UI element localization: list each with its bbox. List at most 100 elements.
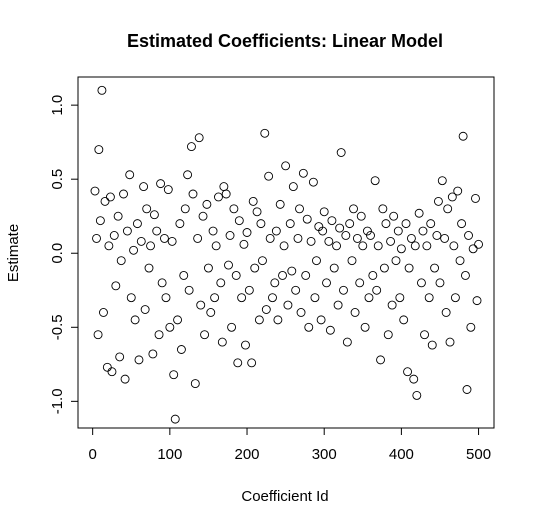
point (152, 226, 162, 236)
point (302, 214, 312, 224)
point (273, 315, 283, 325)
point (336, 148, 346, 157)
point (190, 379, 200, 389)
point (350, 308, 360, 317)
point (453, 186, 463, 196)
point (325, 325, 335, 335)
point (373, 241, 383, 251)
point (146, 241, 155, 251)
point (378, 204, 388, 214)
point (306, 236, 316, 246)
point (161, 293, 171, 303)
point (366, 231, 375, 240)
point (335, 223, 345, 233)
point (381, 219, 391, 229)
point (347, 256, 357, 266)
point (462, 385, 472, 394)
point (225, 231, 235, 240)
point (221, 189, 231, 199)
point (105, 192, 115, 202)
point (115, 352, 125, 362)
point (404, 263, 414, 273)
point (422, 241, 432, 251)
x-tick-label: 400 (389, 446, 414, 463)
point (134, 355, 144, 365)
point (376, 355, 385, 365)
point (412, 390, 422, 400)
point (163, 185, 173, 195)
point (319, 207, 329, 217)
point (261, 305, 271, 314)
point (260, 128, 270, 138)
point (389, 211, 399, 221)
point (271, 226, 281, 236)
point (379, 263, 389, 273)
point (291, 285, 301, 295)
point (468, 244, 478, 254)
point (393, 226, 403, 236)
point (432, 231, 442, 240)
point (193, 233, 203, 243)
point (281, 161, 291, 171)
point (464, 231, 473, 240)
point (234, 216, 244, 226)
y-axis-label: Estimate (5, 224, 22, 282)
point (216, 278, 226, 288)
point (219, 182, 229, 192)
y-tick-label: 1.0 (49, 95, 66, 116)
point (194, 133, 204, 143)
point (250, 263, 260, 273)
point (136, 236, 146, 246)
y-tick-label: -1.0 (49, 388, 66, 414)
point (360, 322, 370, 332)
point (237, 293, 247, 303)
point (327, 216, 337, 226)
point (111, 281, 121, 291)
point (285, 219, 295, 229)
point (167, 236, 177, 246)
point (406, 233, 416, 243)
point (410, 241, 420, 251)
point (157, 278, 167, 288)
point (401, 219, 411, 229)
point (283, 300, 293, 310)
point (358, 241, 368, 251)
point (322, 278, 331, 288)
point (298, 168, 308, 178)
point (113, 211, 123, 221)
point (345, 219, 355, 229)
point (244, 285, 254, 295)
point (208, 226, 218, 236)
point (458, 131, 468, 141)
point (231, 271, 241, 280)
point (420, 330, 429, 340)
point (333, 300, 343, 310)
y-tick-label: 0.0 (49, 243, 66, 264)
point (460, 271, 470, 280)
y-tick-label: -0.5 (49, 314, 66, 340)
point (100, 196, 110, 206)
point (90, 186, 100, 196)
point (188, 189, 198, 199)
point (275, 199, 285, 209)
point (176, 345, 186, 354)
point (142, 204, 152, 214)
point (362, 226, 372, 236)
point (268, 293, 277, 303)
point (102, 362, 112, 372)
point (125, 170, 135, 180)
point (329, 263, 339, 273)
point (471, 193, 480, 203)
point (318, 226, 328, 236)
plot-box (77, 76, 495, 429)
point (203, 263, 213, 273)
point (93, 330, 103, 340)
point (433, 196, 443, 206)
point (296, 308, 306, 317)
point (107, 367, 117, 377)
point (427, 340, 437, 350)
point (196, 300, 206, 310)
point (184, 285, 194, 295)
point (254, 315, 264, 325)
point (217, 337, 227, 347)
